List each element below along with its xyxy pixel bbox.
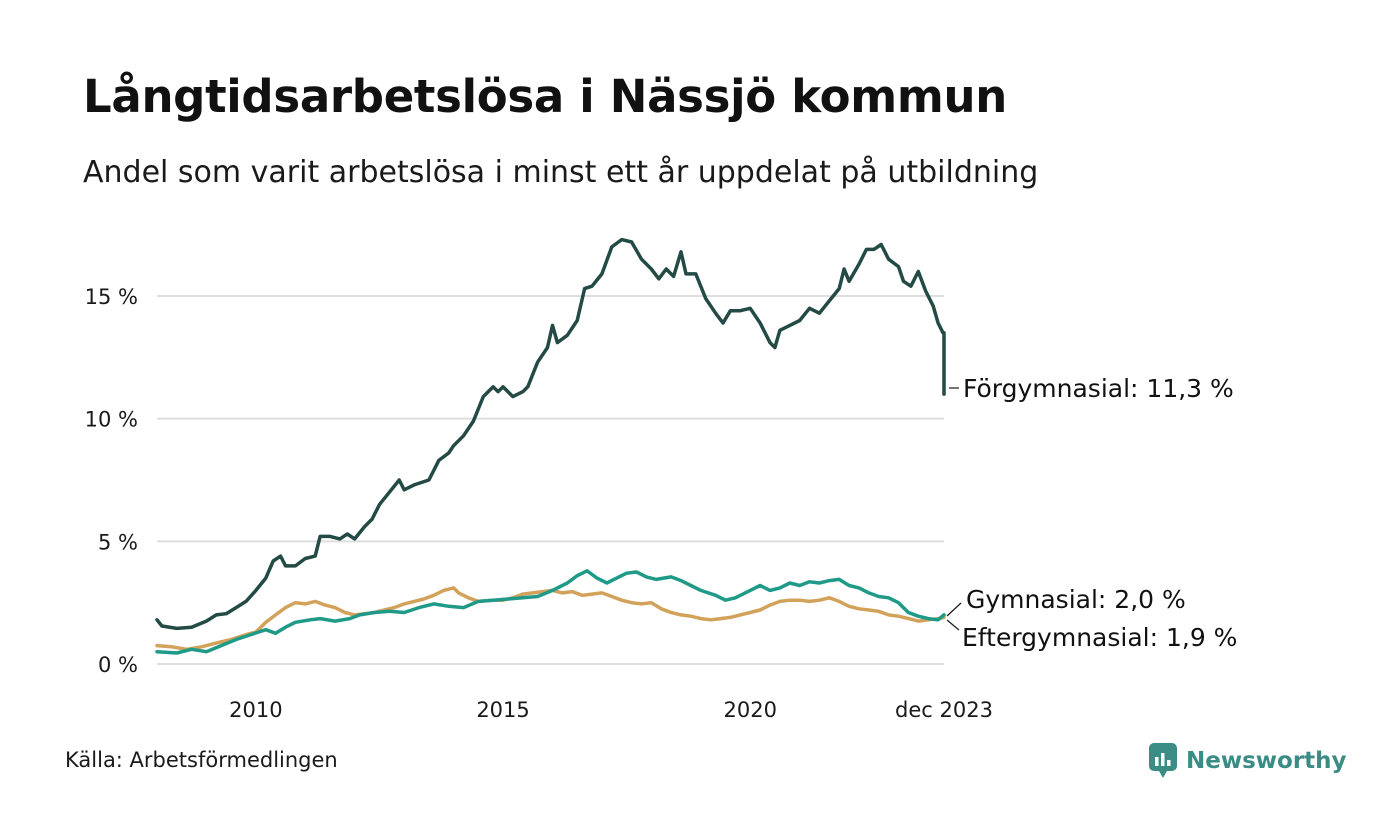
y-tick-label-5: 5 % (98, 530, 138, 554)
brand-name: Newsworthy (1186, 748, 1347, 774)
y-tick-label-15: 15 % (85, 285, 138, 309)
chart-title: Långtidsarbetslösa i Nässjö kommun (83, 70, 1007, 123)
x-tick-label-2020: 2020 (723, 698, 776, 722)
series-end-label-2: Eftergymnasial: 1,9 % (962, 623, 1237, 652)
y-tick-label-10: 10 % (85, 408, 138, 432)
x-tick-label-dec-2023: dec 2023 (895, 698, 993, 722)
y-tick-label-0: 0 % (98, 653, 138, 677)
newsworthy-icon (1149, 743, 1177, 778)
series-line-gymnasial (155, 569, 946, 655)
series-label-leader-1 (946, 602, 962, 617)
series-label-leader-2 (946, 619, 960, 631)
newsworthy-logo: Newsworthy (1148, 742, 1347, 780)
series-line-eftergymnasial (155, 586, 946, 652)
series-end-label-0: Förgymnasial: 11,3 % (963, 374, 1234, 403)
chart-subtitle: Andel som varit arbetslösa i minst ett å… (83, 155, 1039, 190)
x-tick-label-2015: 2015 (476, 698, 529, 722)
source-note: Källa: Arbetsförmedlingen (65, 748, 338, 772)
x-tick-label-2010: 2010 (229, 698, 282, 722)
series-line-förgymnaslal (155, 237, 946, 631)
series-end-label-1: Gymnasial: 2,0 % (966, 585, 1186, 614)
